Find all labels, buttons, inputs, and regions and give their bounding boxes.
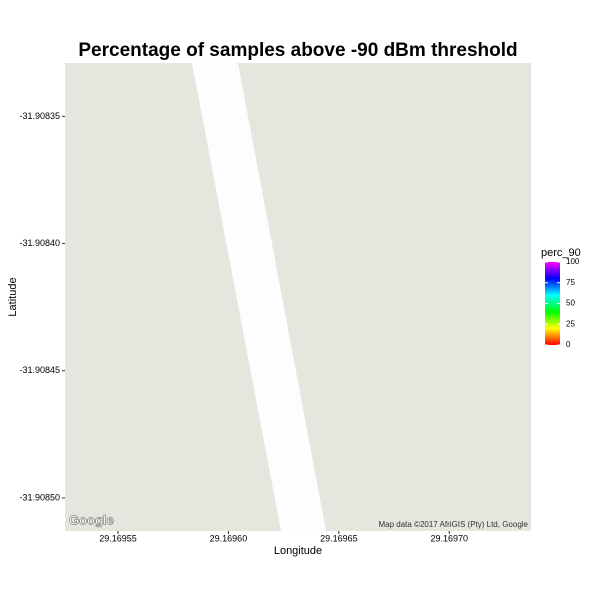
attribution: Map data ©2017 AfriGIS (Pty) Ltd, Google (378, 520, 528, 529)
x-tick-label: 29.16955 (99, 533, 137, 543)
y-axis-label: Latitude (7, 277, 19, 316)
x-tick-label: 29.16965 (320, 533, 358, 543)
chart-title: Percentage of samples above -90 dBm thre… (78, 40, 517, 61)
legend-tick-label: 25 (566, 319, 575, 328)
y-tick-label: -31.90835 (19, 111, 60, 121)
colorbar (545, 262, 560, 345)
x-tick-label: 29.16970 (431, 533, 469, 543)
legend-tick-label: 50 (566, 299, 575, 308)
logo: Google (69, 512, 114, 527)
y-tick-label: -31.90845 (19, 365, 60, 375)
road (192, 63, 326, 531)
y-tick-label: -31.90840 (19, 238, 60, 248)
x-tick-label: 29.16960 (210, 533, 248, 543)
legend-title: perc_90 (541, 247, 581, 259)
x-axis-label: Longitude (274, 545, 322, 557)
legend-tick-label: 100 (566, 257, 580, 266)
legend-tick-label: 75 (566, 278, 575, 287)
y-tick-label: -31.90850 (19, 492, 60, 502)
legend-tick-label: 0 (566, 340, 571, 349)
